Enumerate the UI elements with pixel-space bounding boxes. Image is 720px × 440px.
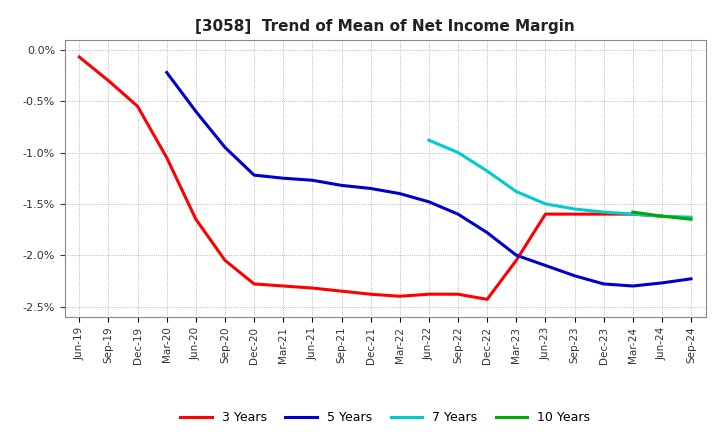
5 Years xyxy=(250,172,258,178)
3 Years xyxy=(220,258,229,263)
3 Years xyxy=(599,212,608,217)
Title: [3058]  Trend of Mean of Net Income Margin: [3058] Trend of Mean of Net Income Margi… xyxy=(195,19,575,34)
Line: 3 Years: 3 Years xyxy=(79,57,662,299)
3 Years xyxy=(425,292,433,297)
5 Years xyxy=(687,276,696,282)
3 Years xyxy=(192,216,200,222)
7 Years xyxy=(599,209,608,215)
5 Years xyxy=(483,230,492,235)
3 Years xyxy=(629,212,637,217)
7 Years xyxy=(425,138,433,143)
3 Years xyxy=(512,258,521,263)
3 Years xyxy=(133,104,142,109)
3 Years xyxy=(454,292,462,297)
3 Years xyxy=(75,55,84,60)
3 Years xyxy=(395,293,404,299)
3 Years xyxy=(570,212,579,217)
3 Years xyxy=(337,289,346,294)
5 Years xyxy=(192,109,200,114)
7 Years xyxy=(687,215,696,220)
5 Years xyxy=(512,253,521,258)
3 Years xyxy=(657,213,666,219)
3 Years xyxy=(483,297,492,302)
5 Years xyxy=(366,186,375,191)
5 Years xyxy=(308,178,317,183)
5 Years xyxy=(629,283,637,289)
5 Years xyxy=(570,273,579,279)
Line: 10 Years: 10 Years xyxy=(633,212,691,219)
Line: 5 Years: 5 Years xyxy=(167,73,691,286)
7 Years xyxy=(570,206,579,212)
3 Years xyxy=(366,292,375,297)
3 Years xyxy=(163,155,171,160)
3 Years xyxy=(279,283,287,289)
10 Years xyxy=(657,213,666,219)
7 Years xyxy=(541,201,550,206)
7 Years xyxy=(483,169,492,174)
5 Years xyxy=(279,176,287,181)
3 Years xyxy=(541,212,550,217)
5 Years xyxy=(454,212,462,217)
Line: 7 Years: 7 Years xyxy=(429,140,691,217)
10 Years xyxy=(687,216,696,222)
5 Years xyxy=(541,263,550,268)
7 Years xyxy=(454,150,462,155)
3 Years xyxy=(308,286,317,291)
5 Years xyxy=(657,280,666,286)
5 Years xyxy=(163,70,171,75)
7 Years xyxy=(629,212,637,217)
3 Years xyxy=(104,78,113,83)
5 Years xyxy=(395,191,404,196)
Legend: 3 Years, 5 Years, 7 Years, 10 Years: 3 Years, 5 Years, 7 Years, 10 Years xyxy=(176,406,595,429)
5 Years xyxy=(599,281,608,286)
7 Years xyxy=(657,213,666,219)
5 Years xyxy=(220,145,229,150)
3 Years xyxy=(250,281,258,286)
5 Years xyxy=(425,199,433,205)
5 Years xyxy=(337,183,346,188)
10 Years xyxy=(629,209,637,215)
7 Years xyxy=(512,189,521,194)
